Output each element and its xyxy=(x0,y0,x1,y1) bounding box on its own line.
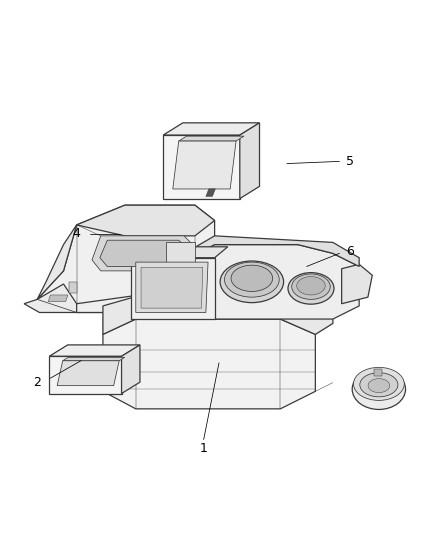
Polygon shape xyxy=(163,123,259,135)
Text: 1: 1 xyxy=(200,442,208,455)
Polygon shape xyxy=(49,345,140,356)
Polygon shape xyxy=(195,249,215,271)
Ellipse shape xyxy=(224,262,279,297)
Ellipse shape xyxy=(231,265,272,292)
Polygon shape xyxy=(69,282,77,293)
Text: 4: 4 xyxy=(73,227,81,240)
Polygon shape xyxy=(179,136,244,141)
Polygon shape xyxy=(103,319,315,409)
Polygon shape xyxy=(240,123,259,199)
Polygon shape xyxy=(77,205,215,236)
Polygon shape xyxy=(37,225,77,300)
Text: 6: 6 xyxy=(346,245,354,257)
Polygon shape xyxy=(131,258,215,319)
Polygon shape xyxy=(92,236,195,271)
Ellipse shape xyxy=(288,273,334,304)
Polygon shape xyxy=(374,369,382,376)
Ellipse shape xyxy=(360,373,398,397)
Polygon shape xyxy=(24,284,77,312)
Polygon shape xyxy=(173,141,236,189)
Polygon shape xyxy=(188,236,359,266)
Polygon shape xyxy=(136,262,208,312)
Polygon shape xyxy=(122,345,140,393)
Text: 5: 5 xyxy=(346,155,354,168)
Ellipse shape xyxy=(352,369,406,409)
Polygon shape xyxy=(166,243,195,271)
Polygon shape xyxy=(131,247,228,258)
Polygon shape xyxy=(206,189,215,197)
Polygon shape xyxy=(163,135,240,199)
Ellipse shape xyxy=(353,367,404,400)
Polygon shape xyxy=(342,264,372,304)
Polygon shape xyxy=(188,245,359,319)
Ellipse shape xyxy=(368,378,390,393)
Polygon shape xyxy=(100,240,188,266)
Polygon shape xyxy=(141,268,203,308)
Polygon shape xyxy=(48,295,68,302)
Polygon shape xyxy=(103,293,333,334)
Ellipse shape xyxy=(297,277,325,295)
Ellipse shape xyxy=(220,261,284,303)
Polygon shape xyxy=(37,205,215,312)
Polygon shape xyxy=(77,264,215,312)
Polygon shape xyxy=(49,356,122,393)
Polygon shape xyxy=(57,361,119,386)
Polygon shape xyxy=(63,357,125,361)
Ellipse shape xyxy=(292,274,330,300)
Text: 2: 2 xyxy=(33,376,41,389)
